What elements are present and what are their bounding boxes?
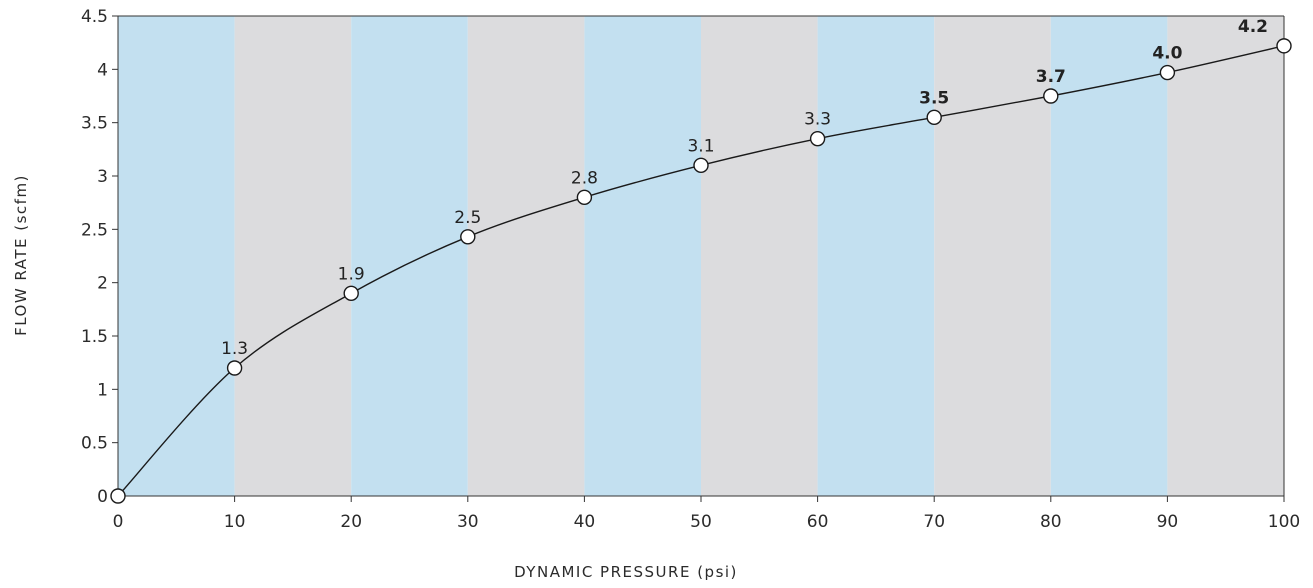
data-point-marker	[110, 488, 126, 504]
data-label: 3.5	[919, 88, 949, 108]
data-point-marker	[693, 157, 709, 174]
data-label: 2.5	[454, 208, 481, 228]
data-point-marker	[460, 229, 476, 245]
x-tick-label: 30	[457, 512, 479, 532]
data-label: 1.9	[338, 264, 365, 284]
x-tick-label: 100	[1268, 512, 1300, 532]
band-30-40	[467, 16, 585, 496]
flow-rate-curve	[117, 45, 1285, 497]
x-tick-label: 50	[690, 512, 712, 532]
axes	[112, 15, 1285, 502]
data-label: 2.8	[571, 168, 598, 188]
band-10-20	[234, 16, 352, 496]
x-tick-label: 90	[1157, 512, 1179, 532]
data-point-marker	[343, 285, 359, 302]
data-points	[110, 38, 1292, 504]
x-tick-label: 60	[807, 512, 829, 532]
x-tick-label: 40	[574, 512, 596, 532]
x-axis-title: DYNAMIC PRESSURE (psi)	[514, 563, 738, 581]
band-0-10	[118, 16, 235, 496]
band-20-30	[351, 16, 468, 496]
y-tick-label: 3	[97, 167, 108, 187]
x-tick-label: 20	[340, 512, 362, 532]
y-tick-label: 3.5	[81, 114, 108, 134]
y-tick-label: 4.5	[81, 7, 108, 27]
data-point-marker	[809, 130, 826, 147]
y-tick-label: 2.5	[81, 220, 108, 240]
data-label: 4.2	[1238, 17, 1268, 37]
background-bands	[118, 16, 1284, 496]
band-80-90	[1050, 16, 1168, 496]
data-point-marker	[1276, 38, 1292, 54]
y-tick-label: 1	[97, 380, 108, 400]
band-50-60	[701, 16, 818, 496]
band-90-100	[1167, 16, 1284, 496]
y-tick-label: 1.5	[81, 327, 108, 347]
y-axis-title: FLOW RATE (scfm)	[12, 174, 30, 336]
x-tick-label: 70	[923, 512, 945, 532]
data-label: 3.3	[804, 110, 831, 130]
data-point-marker	[576, 189, 593, 206]
data-point-marker	[926, 109, 942, 126]
data-label: 1.3	[221, 339, 248, 359]
x-tick-label: 80	[1040, 512, 1062, 532]
data-label: 4.0	[1152, 44, 1182, 64]
data-labels: 1.3 1.9 2.5 2.8 3.1 3.3 3.5 3.7 4.0 4.2	[221, 17, 1268, 359]
y-tick-label: 0.5	[81, 434, 108, 454]
band-40-50	[584, 16, 701, 496]
data-label: 3.1	[687, 136, 714, 156]
tick-labels: 0 10 20 30 40 50 60 70 80 90 100 0 0.5 1 1.5 2 2.5 3 3.5 4 4…	[81, 7, 1300, 532]
y-tick-label: 2	[97, 274, 108, 294]
x-tick-label: 0	[113, 512, 124, 532]
y-tick-label: 0	[97, 487, 108, 507]
data-label: 3.7	[1036, 67, 1066, 87]
band-70-80	[934, 16, 1051, 496]
y-tick-label: 4	[97, 60, 108, 80]
data-point-marker	[1043, 88, 1059, 104]
data-point-marker	[226, 360, 243, 376]
band-60-70	[817, 16, 935, 496]
data-point-marker	[1159, 64, 1176, 81]
x-tick-label: 10	[224, 512, 246, 532]
